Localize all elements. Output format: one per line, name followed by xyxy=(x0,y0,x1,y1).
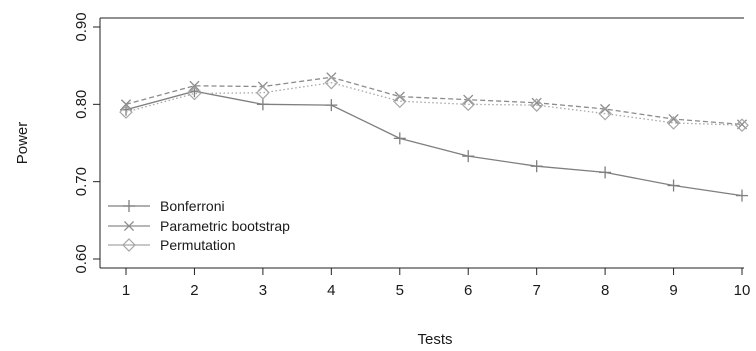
legend-label: Bonferroni xyxy=(160,198,225,214)
x-tick-label: 10 xyxy=(734,282,751,299)
x-tick-label: 2 xyxy=(190,282,198,299)
data-point xyxy=(600,103,611,115)
legend-entry: Bonferroni xyxy=(108,198,225,214)
x-tick-label: 1 xyxy=(122,282,130,299)
series-line xyxy=(125,82,743,126)
data-point xyxy=(462,150,475,163)
series-line xyxy=(125,76,743,126)
y-tick-label: 0.90 xyxy=(73,12,90,41)
data-point xyxy=(735,118,749,133)
data-point xyxy=(461,97,476,112)
data-point xyxy=(463,94,474,105)
x-axis-title: Tests xyxy=(417,331,452,348)
x-tick-label: 8 xyxy=(601,282,609,299)
x-tick-label: 9 xyxy=(669,282,677,299)
series-layer xyxy=(119,72,749,202)
data-point xyxy=(530,160,543,173)
legend: Bonferroni Parametric bootstrap Permutatio… xyxy=(108,198,290,253)
data-point xyxy=(736,189,748,202)
data-point xyxy=(668,113,679,125)
data-point xyxy=(119,105,133,119)
data-point xyxy=(667,179,680,192)
x-tick-label: 4 xyxy=(327,282,335,299)
y-axis: 0.60 0.70 0.80 0.90 xyxy=(73,12,100,274)
series-bonferroni xyxy=(120,85,748,202)
data-point xyxy=(120,99,132,110)
legend-label: Parametric bootstrap xyxy=(160,218,290,234)
data-point xyxy=(256,98,269,111)
data-point xyxy=(324,75,339,90)
plot-frame xyxy=(99,17,744,269)
data-point xyxy=(529,98,544,112)
y-tick-label: 0.70 xyxy=(73,167,90,196)
legend-marker xyxy=(122,238,136,252)
series-parametric-bootstrap xyxy=(120,72,748,130)
data-point xyxy=(666,116,681,130)
data-point xyxy=(393,132,406,145)
x-tick-label: 7 xyxy=(532,282,540,299)
data-point xyxy=(598,106,612,121)
x-axis: 1 2 3 4 5 6 7 8 9 10 xyxy=(122,268,751,299)
legend-marker xyxy=(123,220,135,232)
series-permutation xyxy=(119,75,749,133)
legend-entry: Permutation xyxy=(108,237,235,253)
data-point xyxy=(189,80,200,91)
y-tick-label: 0.60 xyxy=(73,244,90,273)
data-point xyxy=(187,86,202,101)
data-point xyxy=(256,85,270,100)
y-tick-label: 0.80 xyxy=(73,90,90,119)
series-line xyxy=(125,90,743,197)
legend-marker xyxy=(123,200,135,212)
data-point xyxy=(392,94,407,109)
x-tick-label: 3 xyxy=(259,282,267,299)
x-tick-label: 5 xyxy=(396,282,404,299)
data-point xyxy=(599,166,612,179)
data-point xyxy=(531,97,542,108)
legend-entry: Parametric bootstrap xyxy=(108,218,290,234)
legend-label: Permutation xyxy=(160,237,235,253)
x-tick-label: 6 xyxy=(464,282,472,299)
y-axis-title: Power xyxy=(14,122,31,165)
data-point xyxy=(394,91,405,102)
data-point xyxy=(325,99,338,112)
